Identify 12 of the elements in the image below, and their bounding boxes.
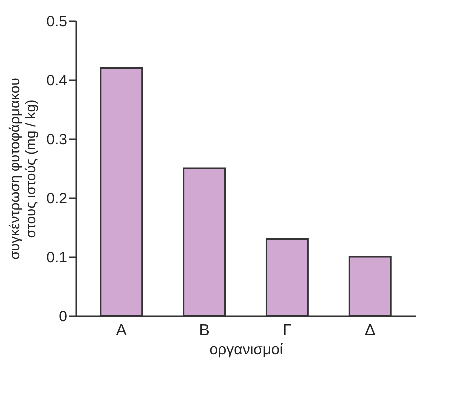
x-tick-label: Γ xyxy=(283,322,292,340)
y-tick-label: 0.2 xyxy=(46,190,68,208)
x-tick-label: Δ xyxy=(365,322,376,340)
y-tick-label: 0.1 xyxy=(46,250,68,266)
x-tick-label: Β xyxy=(199,322,210,340)
y-tick-label: 0.3 xyxy=(46,132,68,148)
x-axis-title: οργανισμοί xyxy=(210,342,284,358)
y-tick-label: 0 xyxy=(59,308,68,326)
x-tick-label: Α xyxy=(116,322,128,340)
y-tick-label: 0.5 xyxy=(46,14,68,30)
y-axis-title: συγκέντρωση φυτοφάρμακου στους ιστούς (mg / kg) xyxy=(6,78,39,260)
y-tick-label: 0.4 xyxy=(46,72,68,90)
